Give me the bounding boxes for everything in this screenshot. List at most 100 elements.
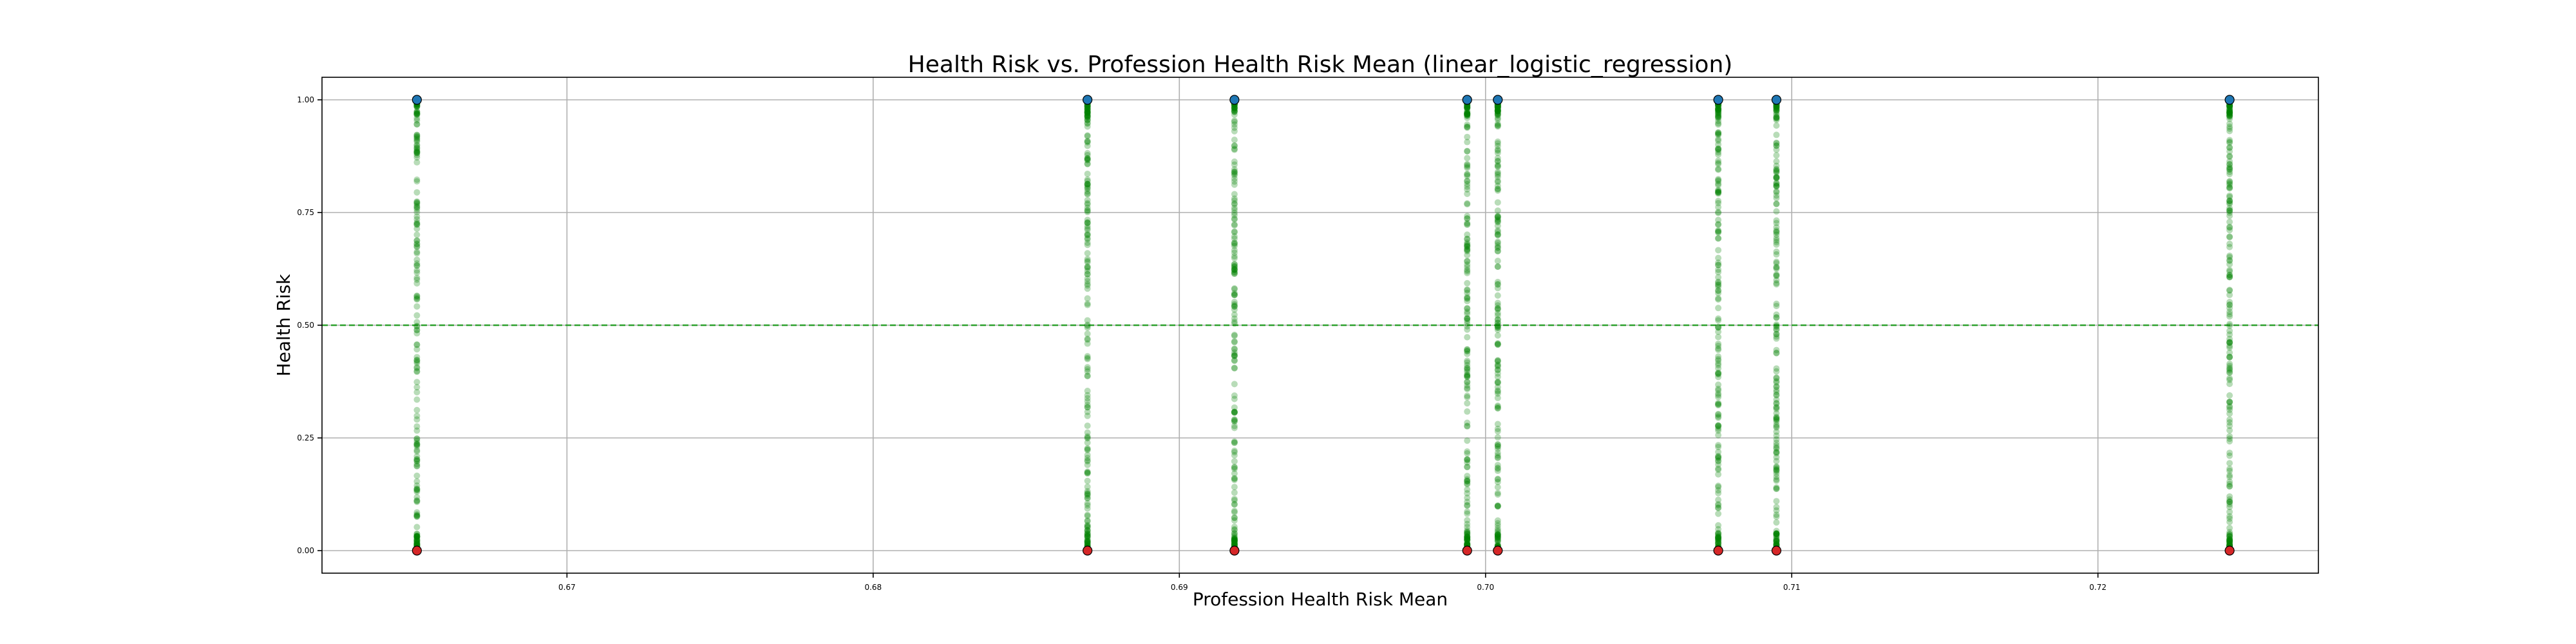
predicted-point bbox=[1464, 289, 1471, 296]
predicted-point bbox=[1494, 142, 1501, 149]
predicted-point bbox=[1715, 107, 1722, 114]
predicted-point bbox=[1084, 105, 1091, 112]
predicted-point bbox=[1084, 180, 1091, 187]
predicted-point bbox=[413, 141, 421, 148]
predicted-point bbox=[1773, 208, 1780, 215]
predicted-point bbox=[413, 149, 421, 156]
predicted-point bbox=[1494, 421, 1501, 428]
predicted-point bbox=[2226, 109, 2233, 116]
y-tick-label: 0.50 bbox=[297, 321, 314, 330]
predicted-point bbox=[2226, 483, 2233, 490]
predicted-point bbox=[413, 176, 421, 183]
predicted-point bbox=[1464, 379, 1471, 386]
predicted-point bbox=[1773, 173, 1780, 180]
predicted-point bbox=[1773, 277, 1780, 284]
predicted-point bbox=[1084, 204, 1091, 211]
predicted-point bbox=[413, 533, 421, 540]
predicted-point bbox=[413, 120, 421, 128]
predicted-point bbox=[1715, 106, 1722, 113]
predicted-point bbox=[1773, 540, 1780, 547]
predicted-point bbox=[1494, 171, 1501, 178]
predicted-point bbox=[413, 478, 421, 485]
predicted-point bbox=[1494, 502, 1501, 509]
predicted-point bbox=[1773, 113, 1780, 120]
predicted-point bbox=[1231, 124, 1238, 131]
predicted-point bbox=[2226, 144, 2233, 151]
predicted-point bbox=[1464, 248, 1471, 255]
predicted-point bbox=[1494, 147, 1501, 155]
predicted-point bbox=[1494, 503, 1501, 510]
predicted-point bbox=[1464, 502, 1471, 509]
predicted-point bbox=[1464, 384, 1471, 392]
predicted-point bbox=[2226, 473, 2233, 480]
predicted-point bbox=[2226, 339, 2233, 346]
predicted-point bbox=[1494, 533, 1501, 540]
predicted-point bbox=[1464, 315, 1471, 322]
predicted-point bbox=[1715, 287, 1722, 294]
predicted-point bbox=[1084, 531, 1091, 538]
predicted-point bbox=[1084, 392, 1091, 399]
predicted-point bbox=[1494, 517, 1501, 524]
predicted-point bbox=[1231, 171, 1238, 178]
predicted-point bbox=[1494, 187, 1501, 194]
predicted-point bbox=[1084, 155, 1091, 162]
predicted-point bbox=[1084, 524, 1091, 531]
predicted-point bbox=[1464, 201, 1471, 208]
predicted-point bbox=[1084, 107, 1091, 114]
predicted-point bbox=[1494, 163, 1501, 170]
predicted-point bbox=[1494, 520, 1501, 527]
predicted-point bbox=[1464, 348, 1471, 355]
predicted-point bbox=[1715, 369, 1722, 376]
predicted-point bbox=[1494, 106, 1501, 113]
predicted-point bbox=[1494, 534, 1501, 541]
predicted-point bbox=[1715, 390, 1722, 397]
predicted-point bbox=[1773, 321, 1780, 328]
predicted-point bbox=[1773, 175, 1780, 182]
predicted-point bbox=[1464, 109, 1471, 117]
predicted-point bbox=[1231, 409, 1238, 416]
predicted-point bbox=[1231, 142, 1238, 149]
predicted-point bbox=[1464, 279, 1471, 287]
predicted-point bbox=[2226, 218, 2233, 225]
predicted-point bbox=[1494, 213, 1501, 220]
predicted-point bbox=[1773, 464, 1780, 471]
predicted-point bbox=[413, 204, 421, 211]
predicted-point bbox=[1494, 319, 1501, 327]
predicted-point bbox=[413, 120, 421, 128]
predicted-point bbox=[1464, 247, 1471, 254]
predicted-point bbox=[1494, 103, 1501, 110]
predicted-point bbox=[1231, 466, 1238, 473]
predicted-point bbox=[1231, 395, 1238, 402]
predicted-point bbox=[1773, 303, 1780, 310]
predicted-point bbox=[413, 260, 421, 267]
predicted-point bbox=[1494, 390, 1501, 397]
predicted-point bbox=[1773, 241, 1780, 248]
predicted-point bbox=[1231, 418, 1238, 425]
predicted-point bbox=[1494, 110, 1501, 117]
predicted-point bbox=[1464, 533, 1471, 540]
predicted-point bbox=[1494, 531, 1501, 538]
predicted-point bbox=[1715, 534, 1722, 541]
predicted-point bbox=[1084, 336, 1091, 343]
predicted-point bbox=[1084, 219, 1091, 226]
predicted-point bbox=[1773, 448, 1780, 455]
predicted-point bbox=[1464, 160, 1471, 167]
predicted-point bbox=[1464, 124, 1471, 131]
predicted-point bbox=[1715, 180, 1722, 187]
predicted-point bbox=[1494, 185, 1501, 193]
predicted-point bbox=[413, 330, 421, 337]
predicted-point bbox=[1464, 510, 1471, 517]
predicted-point bbox=[1773, 152, 1780, 159]
predicted-point bbox=[1084, 285, 1091, 292]
predicted-point bbox=[413, 341, 421, 348]
predicted-point bbox=[413, 296, 421, 303]
predicted-point bbox=[413, 441, 421, 448]
predicted-point bbox=[2226, 273, 2233, 280]
predicted-point bbox=[1715, 166, 1722, 173]
predicted-point bbox=[1231, 241, 1238, 248]
predicted-point bbox=[413, 462, 421, 469]
predicted-point bbox=[1464, 317, 1471, 324]
predicted-point bbox=[413, 534, 421, 541]
predicted-point bbox=[1715, 453, 1722, 460]
